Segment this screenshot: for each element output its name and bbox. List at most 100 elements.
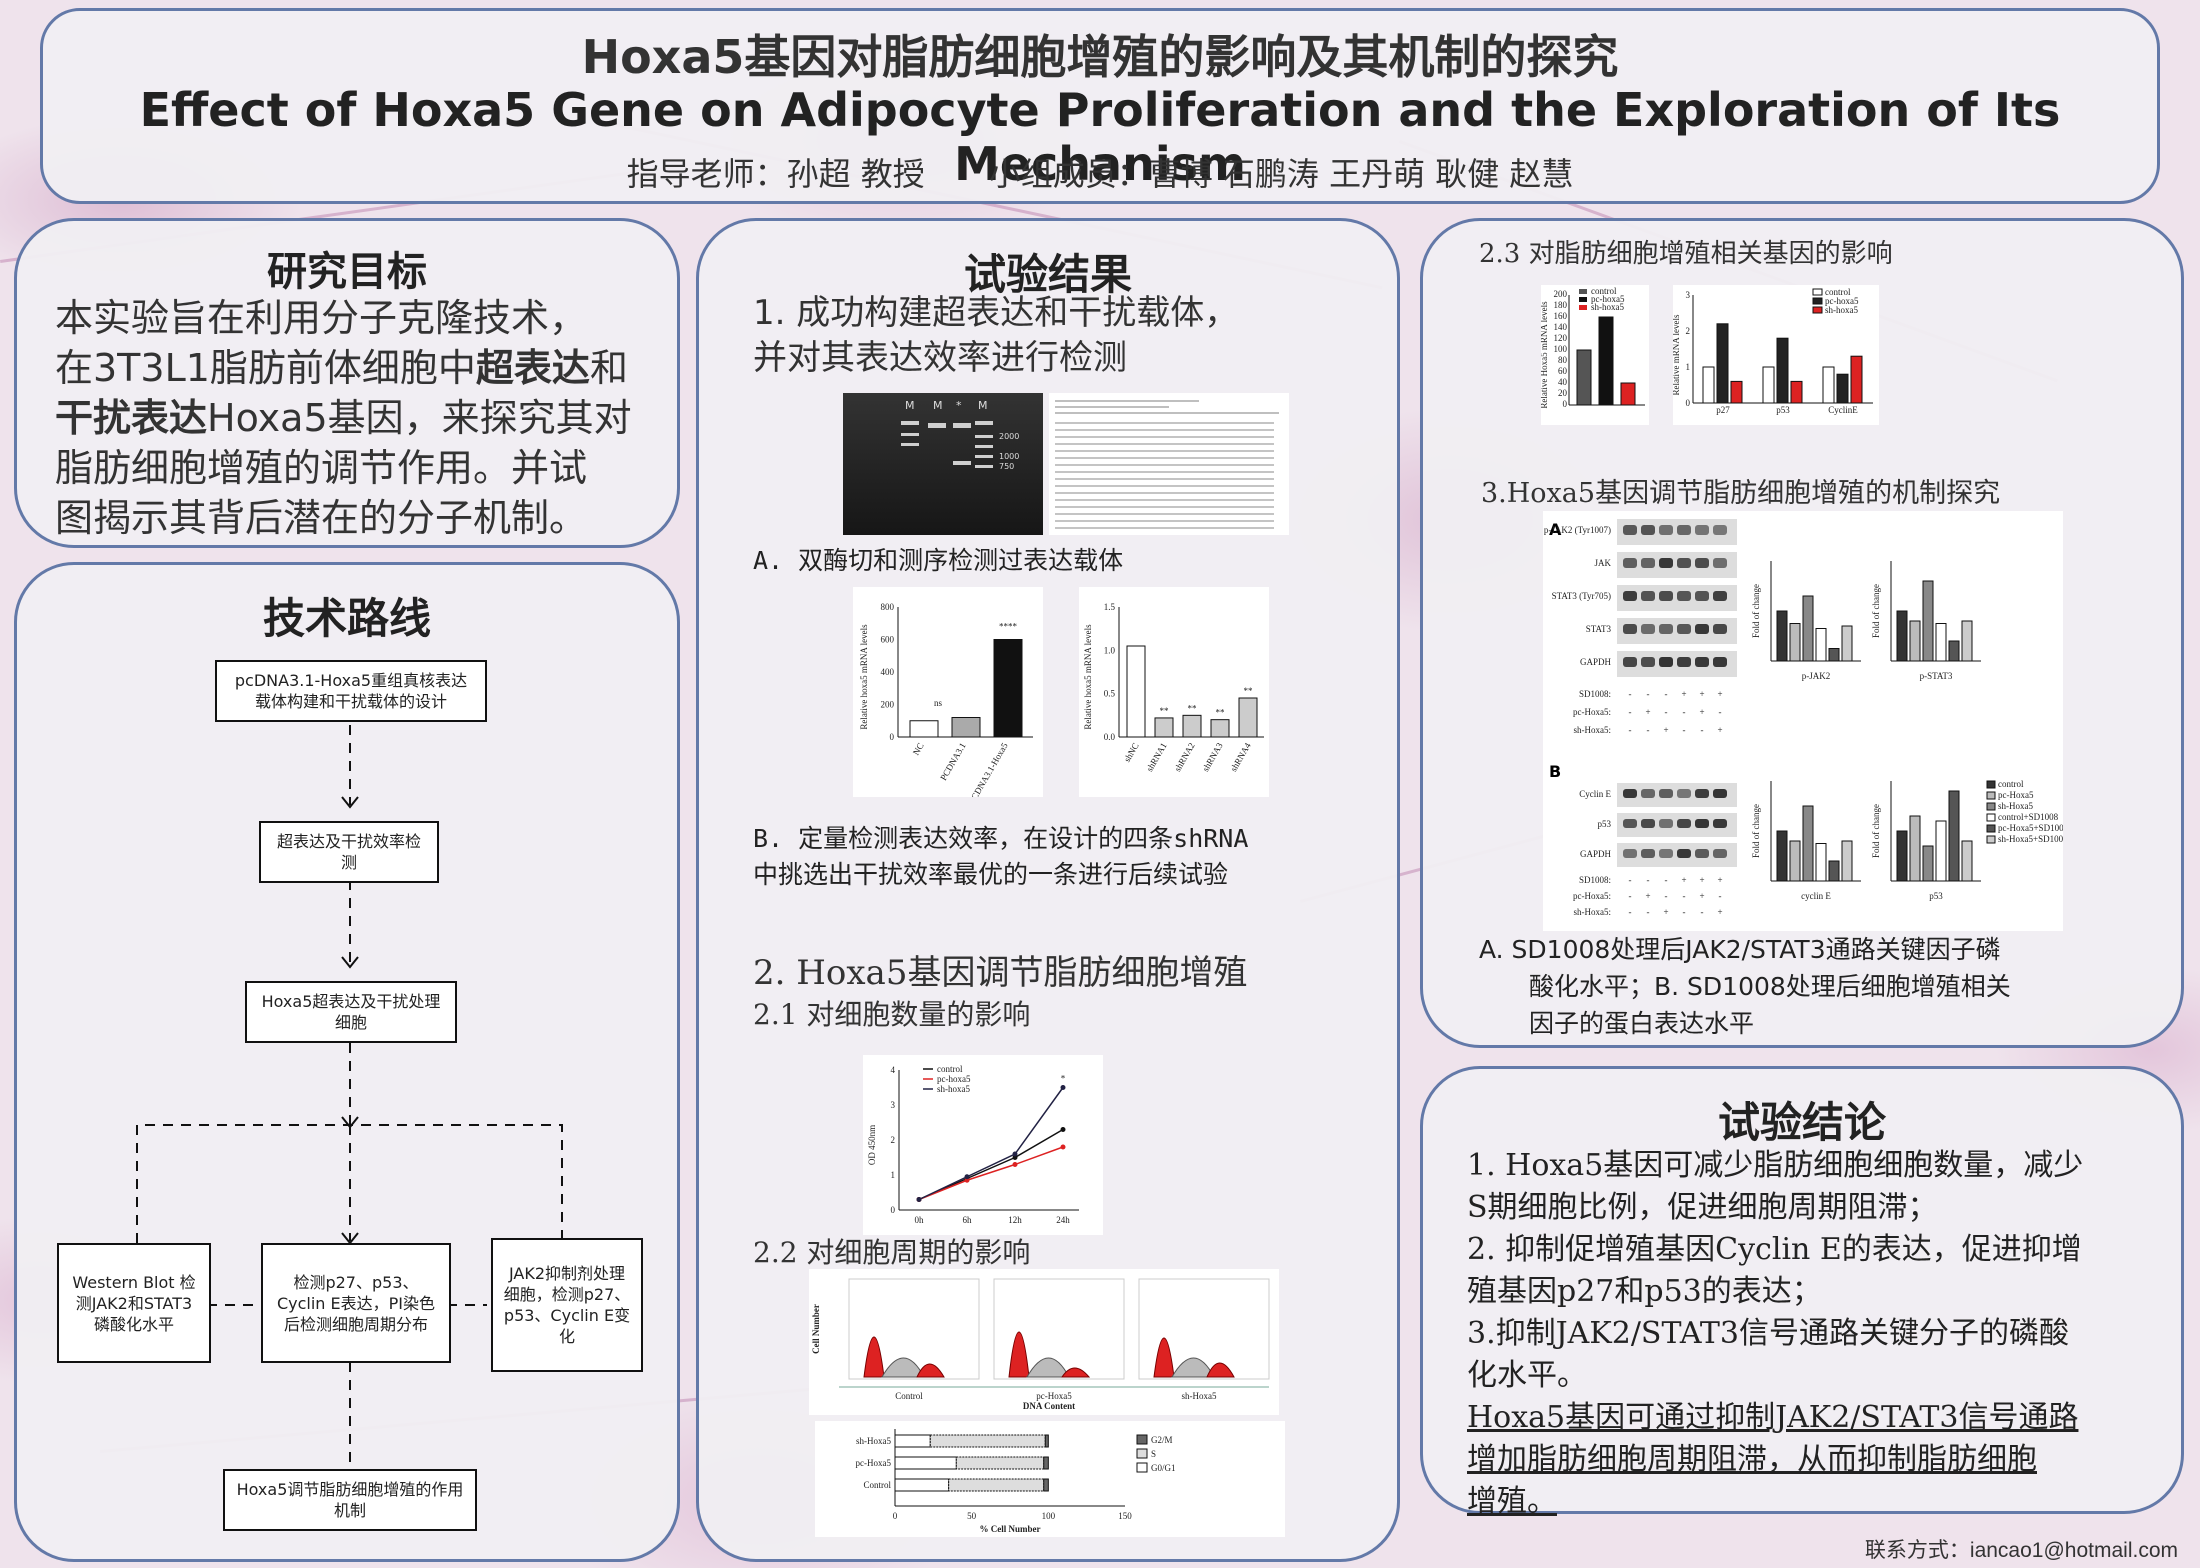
- bar-p-JAK2: [1790, 624, 1800, 662]
- peak-g0g1: [1154, 1338, 1174, 1377]
- segment-g2m: [1045, 1435, 1048, 1447]
- y-tick-label: 1: [891, 1170, 896, 1180]
- significance-label: ****: [999, 622, 1018, 632]
- band: [1695, 525, 1709, 535]
- category-label: shRNA4: [1228, 741, 1253, 774]
- blot-row-label: Cyclin E: [1579, 789, 1611, 799]
- row-label: Control: [863, 1480, 891, 1490]
- conclusion-line: 殖基因p27和p53的表达；: [1467, 1271, 2083, 1313]
- bar-CyclinE: [1837, 374, 1848, 403]
- band: [1623, 558, 1637, 568]
- category-label: p27: [1716, 405, 1730, 415]
- bar-p-JAK2: [1829, 649, 1839, 662]
- gel-lane-m2: M: [933, 399, 943, 412]
- legend-label: pc-Hoxa5+SD1008: [1998, 823, 2063, 833]
- treatment-mark: -: [1647, 689, 1650, 699]
- legend-label: control: [1998, 779, 2024, 789]
- legend-label: sh-Hoxa5+SD1008: [1998, 834, 2063, 844]
- y-tick-label: 3: [891, 1100, 896, 1110]
- x-tick-label: 150: [1118, 1511, 1132, 1521]
- band: [1695, 789, 1709, 798]
- objective-line: 图揭示其背后潜在的分子机制。: [55, 493, 632, 543]
- y-tick-label: 0: [1563, 399, 1568, 409]
- conclusion-line: 2. 抑制促增殖基因Cyclin E的表达，促进抑增: [1467, 1229, 2083, 1271]
- treatment-mark: +: [1681, 875, 1686, 885]
- ns-label: ns: [934, 698, 943, 708]
- treatment-mark: -: [1683, 725, 1686, 735]
- treatment-mark: +: [1663, 725, 1668, 735]
- legend-swatch: [1579, 297, 1587, 302]
- y-tick-label: 80: [1558, 355, 1568, 365]
- band: [1659, 558, 1673, 568]
- band: [1695, 657, 1709, 667]
- y-tick-label: 0: [890, 732, 895, 742]
- peak-s: [882, 1358, 924, 1377]
- significance-label: **: [1188, 703, 1198, 713]
- x-tick-label: 24h: [1056, 1215, 1070, 1225]
- y-tick-label: 3: [1686, 290, 1691, 300]
- band: [1623, 591, 1637, 601]
- blot-row-label: STAT3 (Tyr705): [1552, 591, 1611, 601]
- conclusion-line: 1. Hoxa5基因可减少脂肪细胞细胞数量，减少: [1467, 1145, 2083, 1187]
- caption-mechanism: A. SD1008处理后JAK2/STAT3通路关键因子磷 酸化水平；B. SD…: [1479, 931, 2011, 1042]
- bar-p-STAT3: [1897, 611, 1907, 661]
- histogram-label: sh-Hoxa5: [1182, 1391, 1217, 1401]
- bar-PCDNA3.1-Hoxa5: [994, 640, 1022, 738]
- category-label: PCDNA3.1: [938, 741, 968, 782]
- y-tick-label: 20: [1558, 388, 1568, 398]
- band: [1677, 849, 1691, 858]
- treatment-mark: -: [1683, 891, 1686, 901]
- treatment-mark: -: [1629, 907, 1632, 917]
- y-axis-label: Cell Number: [811, 1304, 821, 1354]
- blot-row-label: p53: [1598, 819, 1612, 829]
- legend-label: sh-Hoxa5: [1998, 801, 2033, 811]
- bar-p-STAT3: [1923, 581, 1933, 661]
- band: [1695, 591, 1709, 601]
- y-tick-label: 1.0: [1104, 645, 1116, 655]
- legend-label: control+SD1008: [1998, 812, 2059, 822]
- y-tick-label: 200: [1554, 289, 1568, 299]
- significance-label: **: [1160, 706, 1170, 716]
- bar-p-STAT3: [1962, 621, 1972, 661]
- legend-label: sh-hoxa5: [1591, 302, 1624, 312]
- conclusion-text: 1. Hoxa5基因可减少脂肪细胞细胞数量，减少 S期细胞比例，促进细胞周期阻滞…: [1467, 1145, 2083, 1523]
- route-box-design: pcDNA3.1-Hoxa5重组真核表达载体构建和干扰载体的设计: [215, 660, 487, 722]
- legend-label: sh-hoxa5: [1825, 305, 1858, 315]
- treatment-label: SD1008:: [1579, 689, 1611, 699]
- treatment-mark: -: [1665, 707, 1668, 717]
- qpcr-overexpression-chart: 0 200 400 600 800 Relative hoxa5 mRNA levels N…: [853, 587, 1043, 797]
- peak-g2m: [1207, 1363, 1234, 1377]
- band: [1713, 849, 1727, 858]
- treatment-mark: -: [1683, 907, 1686, 917]
- row-label: pc-Hoxa5: [856, 1458, 892, 1468]
- peak-g2m: [1062, 1368, 1089, 1377]
- treatment-label: pc-Hoxa5:: [1573, 707, 1611, 717]
- legend-label: control: [937, 1064, 963, 1074]
- bar-p53: [1791, 381, 1802, 403]
- gene-expression-chart-a: 0 20 40 60 80 100 120 140 160 180 200 Relative Hoxa…: [1541, 285, 1649, 425]
- band: [1641, 624, 1655, 634]
- legend-swatch: [1813, 307, 1822, 313]
- growth-curve-chart: 0 1 2 3 4 OD 450nm 0h 6h 12h 24h control pc-hoxa5 sh…: [863, 1055, 1103, 1235]
- gel-lane-m3: M: [978, 399, 988, 412]
- treatment-mark: +: [1717, 725, 1722, 735]
- authors: 指导老师：孙超 教授 小组成员：曹博 石鹏涛 王丹萌 耿健 赵慧: [43, 149, 2157, 195]
- peak-s: [1172, 1358, 1214, 1377]
- caption-b-line: B. 定量检测表达效率，在设计的四条shRNA: [753, 821, 1248, 857]
- treatment-mark: -: [1665, 891, 1668, 901]
- band: [1677, 525, 1691, 535]
- treatment-mark: -: [1683, 707, 1686, 717]
- band: [1677, 789, 1691, 798]
- treatment-mark: -: [1665, 689, 1668, 699]
- objective-line: 干扰表达Hoxa5基因，来探究其对: [55, 393, 632, 443]
- bar-p-STAT3: [1936, 624, 1946, 662]
- y-tick-label: 800: [881, 602, 895, 612]
- y-tick-label: 1: [1686, 362, 1691, 372]
- gel-image: M M * M 2000 1000 750: [843, 393, 1043, 535]
- series-pc: [919, 1147, 1063, 1200]
- chart-label: cyclin E: [1801, 891, 1831, 901]
- objective-line: 在3T3L1脂肪前体细胞中超表达和: [55, 343, 632, 393]
- treatment-mark: -: [1665, 875, 1668, 885]
- section-1-line: 1. 成功构建超表达和干扰载体，: [753, 291, 1238, 336]
- chart-label: p-JAK2: [1802, 671, 1831, 681]
